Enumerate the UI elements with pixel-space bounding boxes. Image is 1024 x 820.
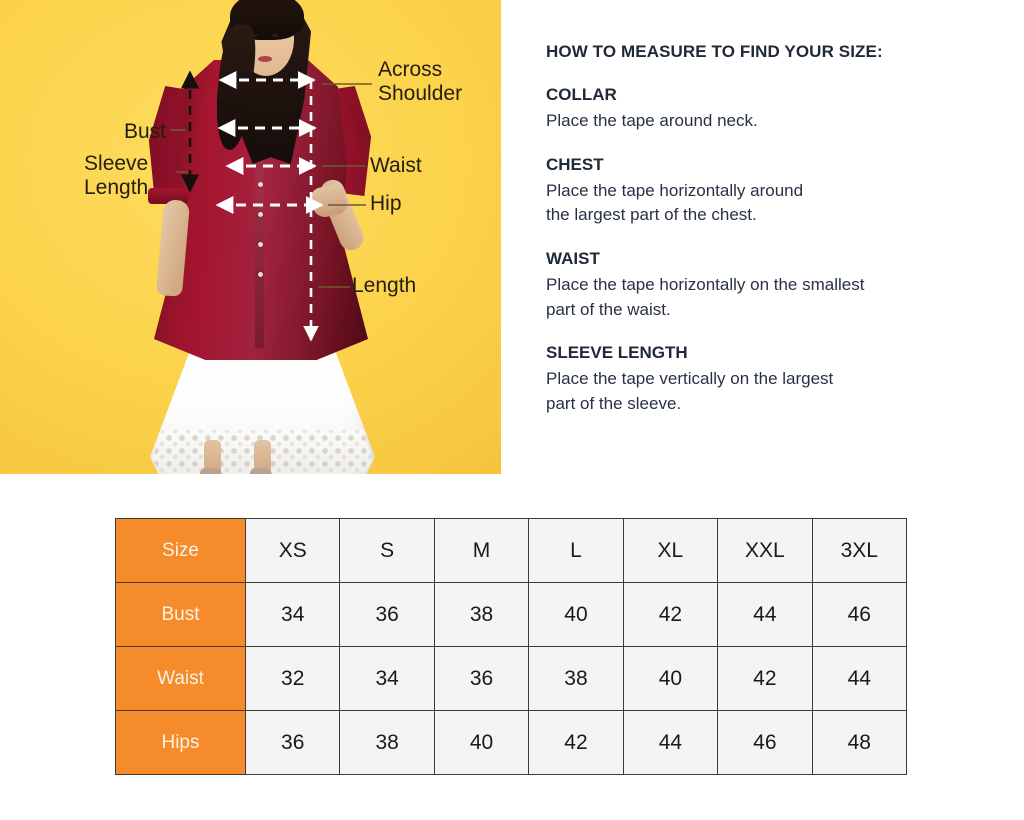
how-to-measure-title: HOW TO MEASURE TO FIND YOUR SIZE: [546,42,883,61]
table-cell: 40 [528,582,624,647]
table-header-cell: XXL [717,518,813,583]
table-row-header: Waist [115,646,246,711]
label-waist: Waist [370,154,422,177]
table-cell: 44 [622,710,719,775]
measure-term: SLEEVE LENGTH [546,343,688,363]
table-cell: 46 [811,582,908,647]
measure-instruction-collar: COLLAR Place the tape around neck. [546,85,996,134]
table-header-cell: M [433,518,530,583]
left-leg [204,440,221,474]
table-cell: 40 [622,646,719,711]
table-header-cell: L [528,518,624,583]
button-dot [258,272,263,277]
right-eye [272,34,279,37]
label-hip: Hip [370,192,402,215]
measure-term: WAIST [546,248,600,268]
table-cell: 38 [339,710,435,775]
measure-description: Place the tape horizontally on the small… [546,274,865,319]
table-cell: 44 [811,646,908,711]
table-cell: 48 [811,710,908,775]
table-cell: 36 [244,710,341,775]
button-dot [258,182,263,187]
label-across-shoulder: Across Shoulder [378,58,463,105]
table-row: Waist 32 34 36 38 40 42 44 [115,646,908,711]
table-cell: 36 [339,582,435,647]
table-header-cell: S [339,518,435,583]
measure-description: Place the tape around neck. [546,111,758,130]
model-illustration-panel: Across Shoulder Bust Sleeve Length Waist… [0,0,501,474]
label-sleeve-length: Sleeve Length [84,152,149,199]
measure-instruction-sleeve-length: SLEEVE LENGTH Place the tape vertically o… [546,343,996,416]
button-placket [255,96,264,348]
table-corner-size-label: Size [115,518,246,583]
table-header-cell: 3XL [811,518,908,583]
left-eye [250,34,257,37]
table-cell: 46 [717,710,813,775]
table-cell: 38 [433,582,530,647]
table-cell: 42 [717,646,813,711]
measure-instruction-list: COLLAR Place the tape around neck. CHEST Pl… [546,85,996,416]
table-cell: 42 [622,582,719,647]
table-header-row: Size XS S M L XL XXL 3XL [115,518,908,583]
measure-description: Place the tape vertically on the largest… [546,369,834,413]
table-row-header: Hips [115,710,246,775]
right-leg [254,440,271,474]
label-length: Length [352,274,417,297]
table-row: Bust 34 36 38 40 42 44 46 [115,582,908,647]
table-header-cell: XL [622,518,719,583]
measure-description: Place the tape horizontally around the l… [546,180,804,225]
left-shoe [200,468,222,474]
table-cell: 44 [717,582,813,647]
measurement-overlay [170,70,372,342]
right-shoe [250,468,272,474]
measure-instruction-waist: WAIST Place the tape horizontally on the … [546,249,996,322]
legs-graphic [196,440,292,474]
label-bust: Bust [124,120,167,143]
button-dot [258,242,263,247]
table-row: Hips 36 38 40 42 44 46 48 [115,710,908,775]
table-header-cell: XS [244,518,341,583]
table-cell: 38 [528,646,624,711]
measure-term: COLLAR [546,85,617,104]
table-row-header: Bust [115,582,246,647]
size-chart-table: Size XS S M L XL XXL 3XL Bust 34 36 38 40 42 44 46 Waist… [115,518,908,775]
how-to-measure-section: HOW TO MEASURE TO FIND YOUR SIZE: COLLAR… [546,42,996,416]
lips [258,56,272,62]
table-cell: 40 [433,710,530,775]
table-cell: 34 [244,582,341,647]
measure-instruction-chest: CHEST Place the tape horizontally around … [546,155,996,228]
table-cell: 42 [528,710,624,775]
table-cell: 32 [244,646,341,711]
size-table-body: Size XS S M L XL XXL 3XL Bust 34 36 38 40 42 44 46 Waist… [115,518,908,775]
table-cell: 34 [339,646,435,711]
measure-term: CHEST [546,154,604,174]
table-cell: 36 [433,646,530,711]
button-dot [258,212,263,217]
